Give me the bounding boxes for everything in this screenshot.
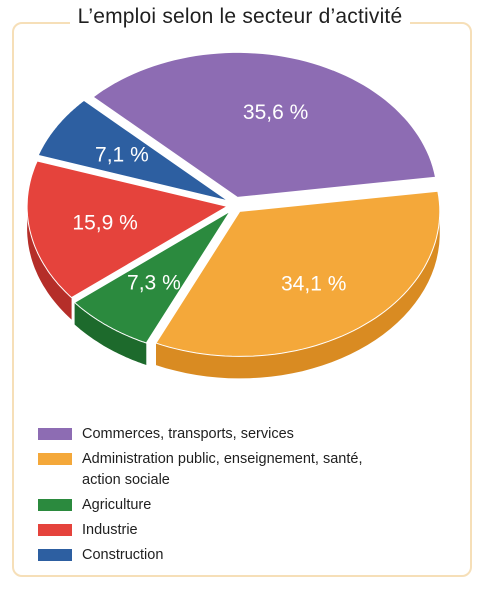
legend-label: Administration public, enseignement, san… xyxy=(82,451,363,488)
legend-swatch xyxy=(38,549,72,561)
pie-slice xyxy=(73,210,231,344)
legend-item-industrie: Industrie xyxy=(38,520,458,541)
pie-chart: 34,1 % 7,3 % 15,9 % 7,1 % 35,6 % xyxy=(26,51,441,379)
pie-slice xyxy=(155,190,441,357)
legend: Commerces, transports, services Administ… xyxy=(38,424,458,570)
chart-title-container: L’emploi selon le secteur d’activité xyxy=(0,5,480,29)
pie-slice xyxy=(37,99,229,202)
slice-value-label: 34,1 % xyxy=(281,273,346,296)
legend-swatch xyxy=(38,524,72,536)
pie-slice-side xyxy=(156,206,440,379)
legend-label: Construction xyxy=(82,547,164,563)
legend-swatch xyxy=(38,499,72,511)
legend-item-construction: Construction xyxy=(38,545,458,566)
legend-label: Commerces, transports, services xyxy=(82,426,294,442)
pie-slice-side xyxy=(74,302,147,365)
slice-value-label: 7,3 % xyxy=(127,271,181,294)
legend-item-administration: Administration public, enseignement, san… xyxy=(38,449,458,491)
legend-label: Agriculture xyxy=(82,497,152,513)
legend-swatch xyxy=(38,428,72,440)
slice-value-label: 7,1 % xyxy=(95,144,149,167)
legend-swatch xyxy=(38,453,72,465)
slice-value-label: 15,9 % xyxy=(72,212,137,235)
legend-label: Industrie xyxy=(82,522,138,538)
legend-item-commerces: Commerces, transports, services xyxy=(38,424,458,445)
slice-value-label: 35,6 % xyxy=(243,101,308,124)
pie-slice xyxy=(92,51,437,198)
pie-slice-side xyxy=(27,200,72,320)
chart-title: L’emploi selon le secteur d’activité xyxy=(69,5,411,29)
pie-slice xyxy=(26,160,229,299)
legend-item-agriculture: Agriculture xyxy=(38,495,458,516)
